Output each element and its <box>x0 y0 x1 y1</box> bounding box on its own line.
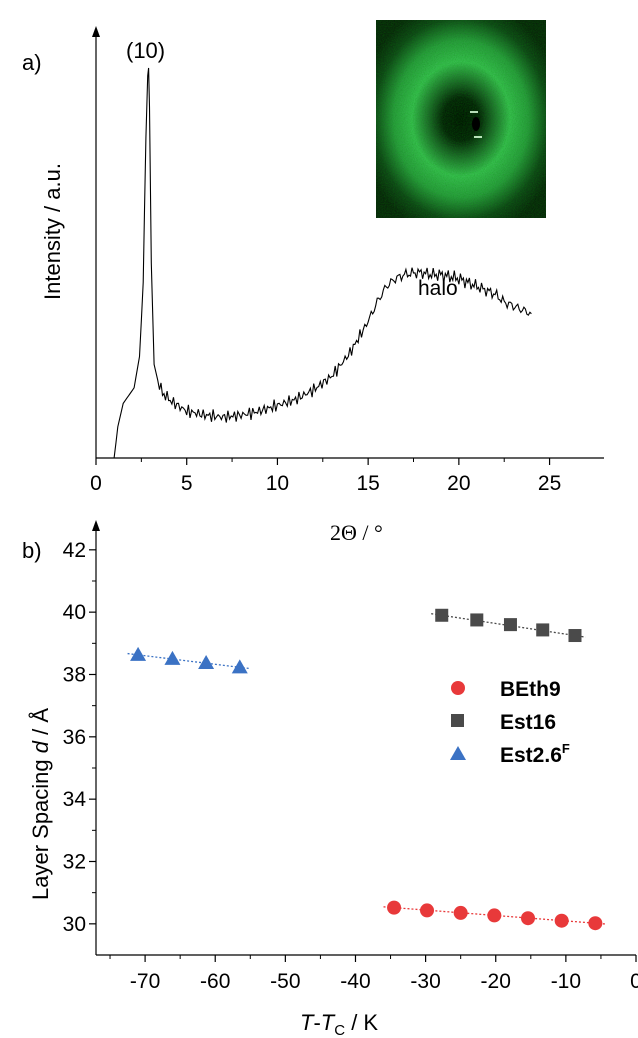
panel-a-diffraction-chart: a) 0 5 10 15 20 25 (10) halo Intensity / a.u.… <box>22 20 604 545</box>
panel-b-x-tick-label: -60 <box>200 970 230 993</box>
legend-label-est26f-main: Est2.6 <box>500 744 562 767</box>
panel-b-x-label-var2: T <box>321 1010 336 1035</box>
halo-label: halo <box>418 277 458 300</box>
data-point-circle <box>554 913 569 928</box>
panel-b-layer-spacing-chart: b) 30 32 34 36 38 40 42 -70 -60 -50 -40 -30 -20 -10 0… <box>22 520 638 1038</box>
panel-b-y-label-var: d <box>28 740 53 753</box>
panel-b-y-axis-arrow <box>92 520 100 531</box>
panel-a-x-tick-label: 15 <box>356 472 379 495</box>
panel-b-x-label-dash: - <box>313 1010 320 1035</box>
panel-b-label: b) <box>22 538 42 563</box>
data-point-square <box>435 608 449 622</box>
panel-a-y-axis-arrow <box>92 26 100 37</box>
legend-marker-est26f <box>450 746 466 760</box>
panel-b-y-tick-label: 36 <box>63 726 86 749</box>
panel-b-x-label-var: T <box>300 1010 315 1035</box>
data-point-circle <box>453 905 468 920</box>
data-point-triangle <box>198 654 215 669</box>
panel-b-y-tick-label: 32 <box>63 850 86 873</box>
panel-b-y-label-prefix: Layer Spacing <box>28 753 53 900</box>
panel-b-y-tick-label: 42 <box>63 539 86 562</box>
data-point-square <box>568 629 582 643</box>
data-point-square <box>536 623 550 637</box>
panel-b-series <box>127 608 606 931</box>
panel-b-y-ticks: 30 32 34 36 38 40 42 <box>63 539 96 936</box>
panel-b-x-tick-label: -40 <box>340 970 370 993</box>
data-point-circle <box>588 916 603 931</box>
panel-b-y-tick-label: 34 <box>63 788 87 811</box>
data-point-triangle <box>231 659 248 674</box>
panel-b-y-tick-label: 40 <box>63 601 86 624</box>
panel-a-x-tick-label: 10 <box>266 472 289 495</box>
panel-b-x-tick-label: -30 <box>410 970 440 993</box>
panel-a-x-label: 2Θ / ° <box>330 520 383 545</box>
fit-line-2 <box>127 652 251 670</box>
panel-a-intensity-trace <box>113 67 532 459</box>
panel-a-x-tick-label: 5 <box>181 472 193 495</box>
data-point-square <box>503 618 517 632</box>
panel-b-legend: BEth9 Est16 Est2.6F <box>450 678 570 767</box>
data-point-circle <box>521 911 535 926</box>
panel-b-x-tick-label: -10 <box>551 970 581 993</box>
panel-b-y-label-unit: / Å <box>28 708 53 741</box>
panel-b-x-tick-label: -70 <box>130 970 160 993</box>
peak-10-label: (10) <box>126 38 165 63</box>
panel-b-y-tick-label: 30 <box>63 913 86 936</box>
legend-label-beth9: BEth9 <box>500 678 561 701</box>
data-point-square <box>470 613 484 627</box>
legend-marker-est16 <box>451 714 464 727</box>
data-point-circle <box>487 908 502 923</box>
panel-b-x-label: T-TC / K <box>300 1010 378 1038</box>
panel-a-label: a) <box>22 50 42 75</box>
legend-marker-beth9 <box>451 681 465 695</box>
data-point-triangle <box>164 650 181 665</box>
data-point-triangle <box>130 646 147 661</box>
panel-b-y-tick-label: 38 <box>63 663 86 686</box>
panel-b-x-tick-label: 0 <box>630 970 638 993</box>
panel-a-x-tick-label: 20 <box>447 472 470 495</box>
panel-a-x-tick-label: 25 <box>538 472 561 495</box>
panel-b-x-label-unit: / K <box>345 1010 378 1035</box>
panel-a-y-label: Intensity / a.u. <box>40 163 65 300</box>
panel-b-x-ticks: -70 -60 -50 -40 -30 -20 -10 0 <box>109 955 638 993</box>
data-point-circle <box>420 903 435 918</box>
legend-label-est26f: Est2.6F <box>500 741 570 767</box>
panel-a-x-tick-label: 0 <box>90 472 102 495</box>
panel-b-x-tick-label: -50 <box>270 970 300 993</box>
legend-label-est16: Est16 <box>500 711 556 734</box>
inset-diffraction-pattern <box>376 20 546 218</box>
panel-b-y-label: Layer Spacing d / Å <box>28 708 53 900</box>
panel-b-x-label-sub: C <box>334 1022 345 1038</box>
legend-label-est26f-sup: F <box>562 741 570 756</box>
panel-b-x-tick-label: -20 <box>481 970 511 993</box>
panel-a-x-ticks: 0 5 10 15 20 25 <box>90 458 561 495</box>
data-point-circle <box>387 900 402 915</box>
